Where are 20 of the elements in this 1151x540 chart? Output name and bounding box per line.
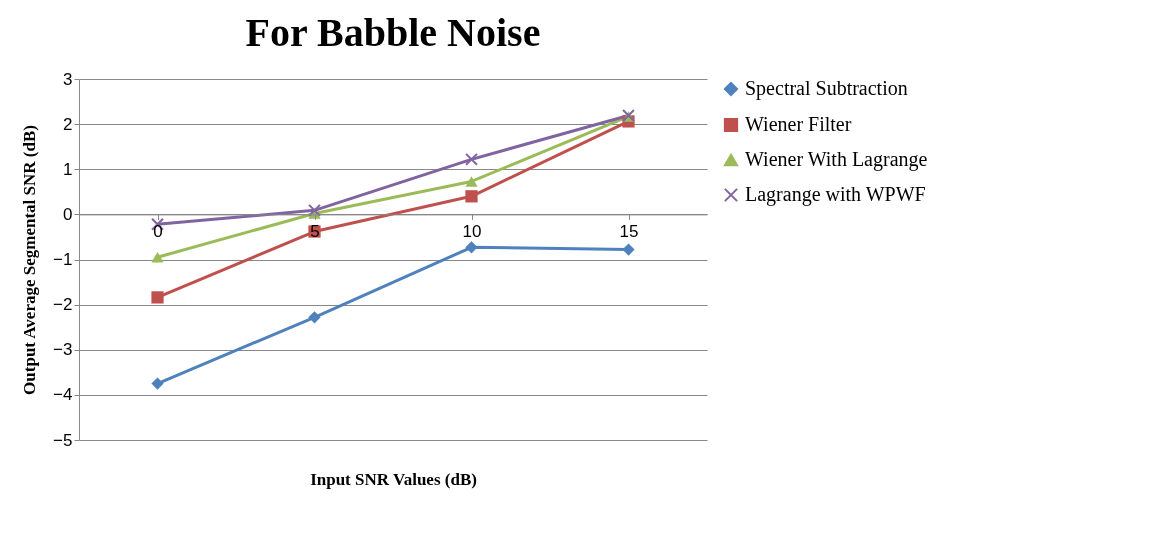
y-tick-label: −5 — [53, 430, 73, 450]
y-tick-label: 3 — [63, 69, 73, 89]
y-axis-title: Output Average Segmental SNR (dB) — [20, 125, 40, 395]
y-tick-label: −1 — [53, 250, 73, 269]
y-tick-label: 2 — [63, 114, 73, 134]
legend-label: Wiener Filter — [745, 113, 852, 135]
chart-title: For Babble Noise — [245, 10, 541, 55]
legend-label: Lagrange with WPWF — [745, 183, 926, 206]
y-tick-label: −3 — [53, 340, 73, 360]
x-tick-label: 0 — [153, 221, 163, 241]
legend-label: Spectral Subtraction — [745, 77, 908, 100]
y-tick-label: 0 — [63, 204, 73, 224]
x-tick-label: 5 — [310, 221, 320, 241]
legend-label: Wiener With Lagrange — [745, 148, 928, 171]
x-tick-label: 15 — [619, 221, 639, 241]
x-axis-title: Input SNR Values (dB) — [310, 469, 477, 489]
y-tick-label: −4 — [53, 385, 73, 405]
x-tick-label: 10 — [462, 221, 482, 241]
y-tick-label: 1 — [63, 159, 73, 179]
y-tick-label: −2 — [53, 295, 73, 315]
